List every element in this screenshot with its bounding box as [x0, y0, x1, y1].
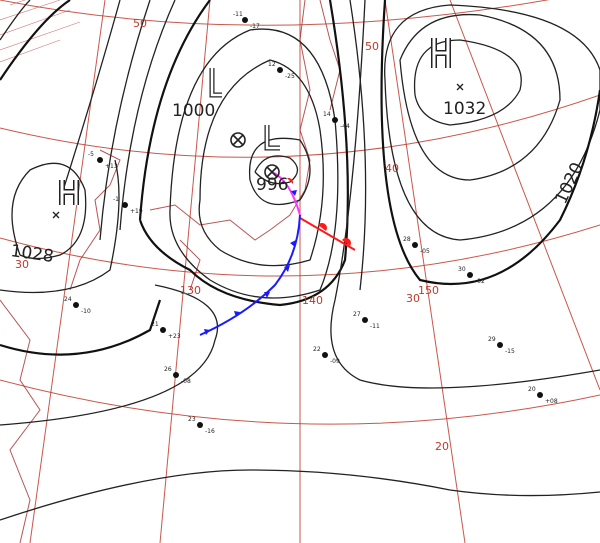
- station-dot: [97, 157, 103, 163]
- station-pressure-tendency: -05: [420, 248, 430, 255]
- station-temperature: 14: [323, 111, 331, 118]
- low-center-996: [264, 125, 280, 180]
- lat-label: 30: [15, 258, 29, 271]
- station-dot: [362, 317, 368, 323]
- low-symbol-L2: [209, 68, 222, 98]
- lat-50-line: [0, 0, 550, 26]
- coastline: [0, 0, 341, 543]
- station-pressure-tendency: -09: [330, 358, 340, 365]
- station-pressure-tendency: +13: [105, 163, 118, 170]
- isobar-label: 1020: [551, 159, 587, 207]
- high-pressure-value: 1032: [443, 99, 486, 119]
- lat-label: 30: [406, 292, 420, 305]
- lon-150-line: [384, 0, 466, 543]
- station-pressure-tendency: +23: [168, 333, 181, 340]
- station-temperature: 23: [188, 416, 196, 423]
- station-pressure-tendency: -17: [250, 23, 260, 30]
- lon-label: 150: [418, 284, 439, 297]
- warm-front: [299, 217, 356, 251]
- station-dot: [497, 342, 503, 348]
- station-pressure-tendency: -10: [81, 308, 91, 315]
- lon-label: 140: [302, 294, 323, 307]
- station-dot: [242, 17, 248, 23]
- station-pressure-tendency: -25: [285, 73, 295, 80]
- station-temperature: 26: [164, 366, 172, 373]
- station-values: -11 -17 -5 +13 -1 +19 21 +23 24 -10 26 -08 22 -09 27 -1…: [64, 11, 558, 435]
- station-pressure-tendency: -15: [505, 348, 515, 355]
- high-center-1028: [52, 180, 79, 219]
- station-plots: [73, 17, 543, 428]
- station-dot: [322, 352, 328, 358]
- station-temperature: 21: [151, 321, 159, 328]
- low-symbol-L: [264, 125, 280, 151]
- station-temperature: 12: [268, 61, 276, 68]
- station-temperature: 28: [403, 236, 411, 243]
- station-temperature: 27: [353, 311, 361, 318]
- station-temperature: 22: [313, 346, 321, 353]
- occluded-front: [271, 171, 301, 216]
- station-dot: [122, 202, 128, 208]
- station-dot: [160, 327, 166, 333]
- lon-label: 130: [180, 284, 201, 297]
- lon-130-line: [159, 0, 211, 543]
- station-pressure-tendency: -02: [475, 278, 485, 285]
- pressure-labels: 996 1032 1028 1000 1020: [9, 99, 588, 267]
- station-dot: [73, 302, 79, 308]
- lat-label: 50: [365, 40, 379, 53]
- station-dot: [537, 392, 543, 398]
- station-dot: [412, 242, 418, 248]
- station-pressure-tendency: +08: [545, 398, 558, 405]
- lat-label: 50: [133, 17, 147, 30]
- station-pressure-tendency: -44: [340, 123, 350, 130]
- station-temperature: 20: [528, 386, 536, 393]
- fronts: [199, 171, 356, 336]
- station-pressure-tendency: -08: [181, 378, 191, 385]
- station-pressure-tendency: -11: [370, 323, 380, 330]
- station-temperature: 29: [488, 336, 496, 343]
- station-pressure-tendency: -16: [205, 428, 215, 435]
- isobar-label: 1000: [172, 101, 215, 121]
- station-temperature: 24: [64, 296, 72, 303]
- station-dot: [332, 117, 338, 123]
- station-dot: [467, 272, 473, 278]
- lon-160-line: [449, 0, 600, 391]
- station-dot: [173, 372, 179, 378]
- low-pressure-value: 996: [256, 175, 288, 195]
- station-pressure-tendency: +19: [130, 208, 143, 215]
- station-temperature: 30: [458, 266, 466, 273]
- high-center-1032: [431, 38, 464, 91]
- lat-label: 40: [385, 162, 399, 175]
- lon-120-line: [29, 0, 106, 543]
- isobars: [0, 0, 600, 521]
- grid-labels: 50 50 40 30 30 20 130 140 150: [15, 17, 449, 453]
- hatched-region: [0, 0, 81, 63]
- station-dot: [197, 422, 203, 428]
- station-temperature: -5: [88, 151, 94, 158]
- station-temperature: -11: [233, 11, 243, 18]
- low-center-secondary: [209, 68, 246, 148]
- lat-label: 20: [435, 440, 449, 453]
- cold-front: [199, 214, 301, 336]
- station-temperature: -1: [113, 196, 119, 203]
- station-dot: [277, 67, 283, 73]
